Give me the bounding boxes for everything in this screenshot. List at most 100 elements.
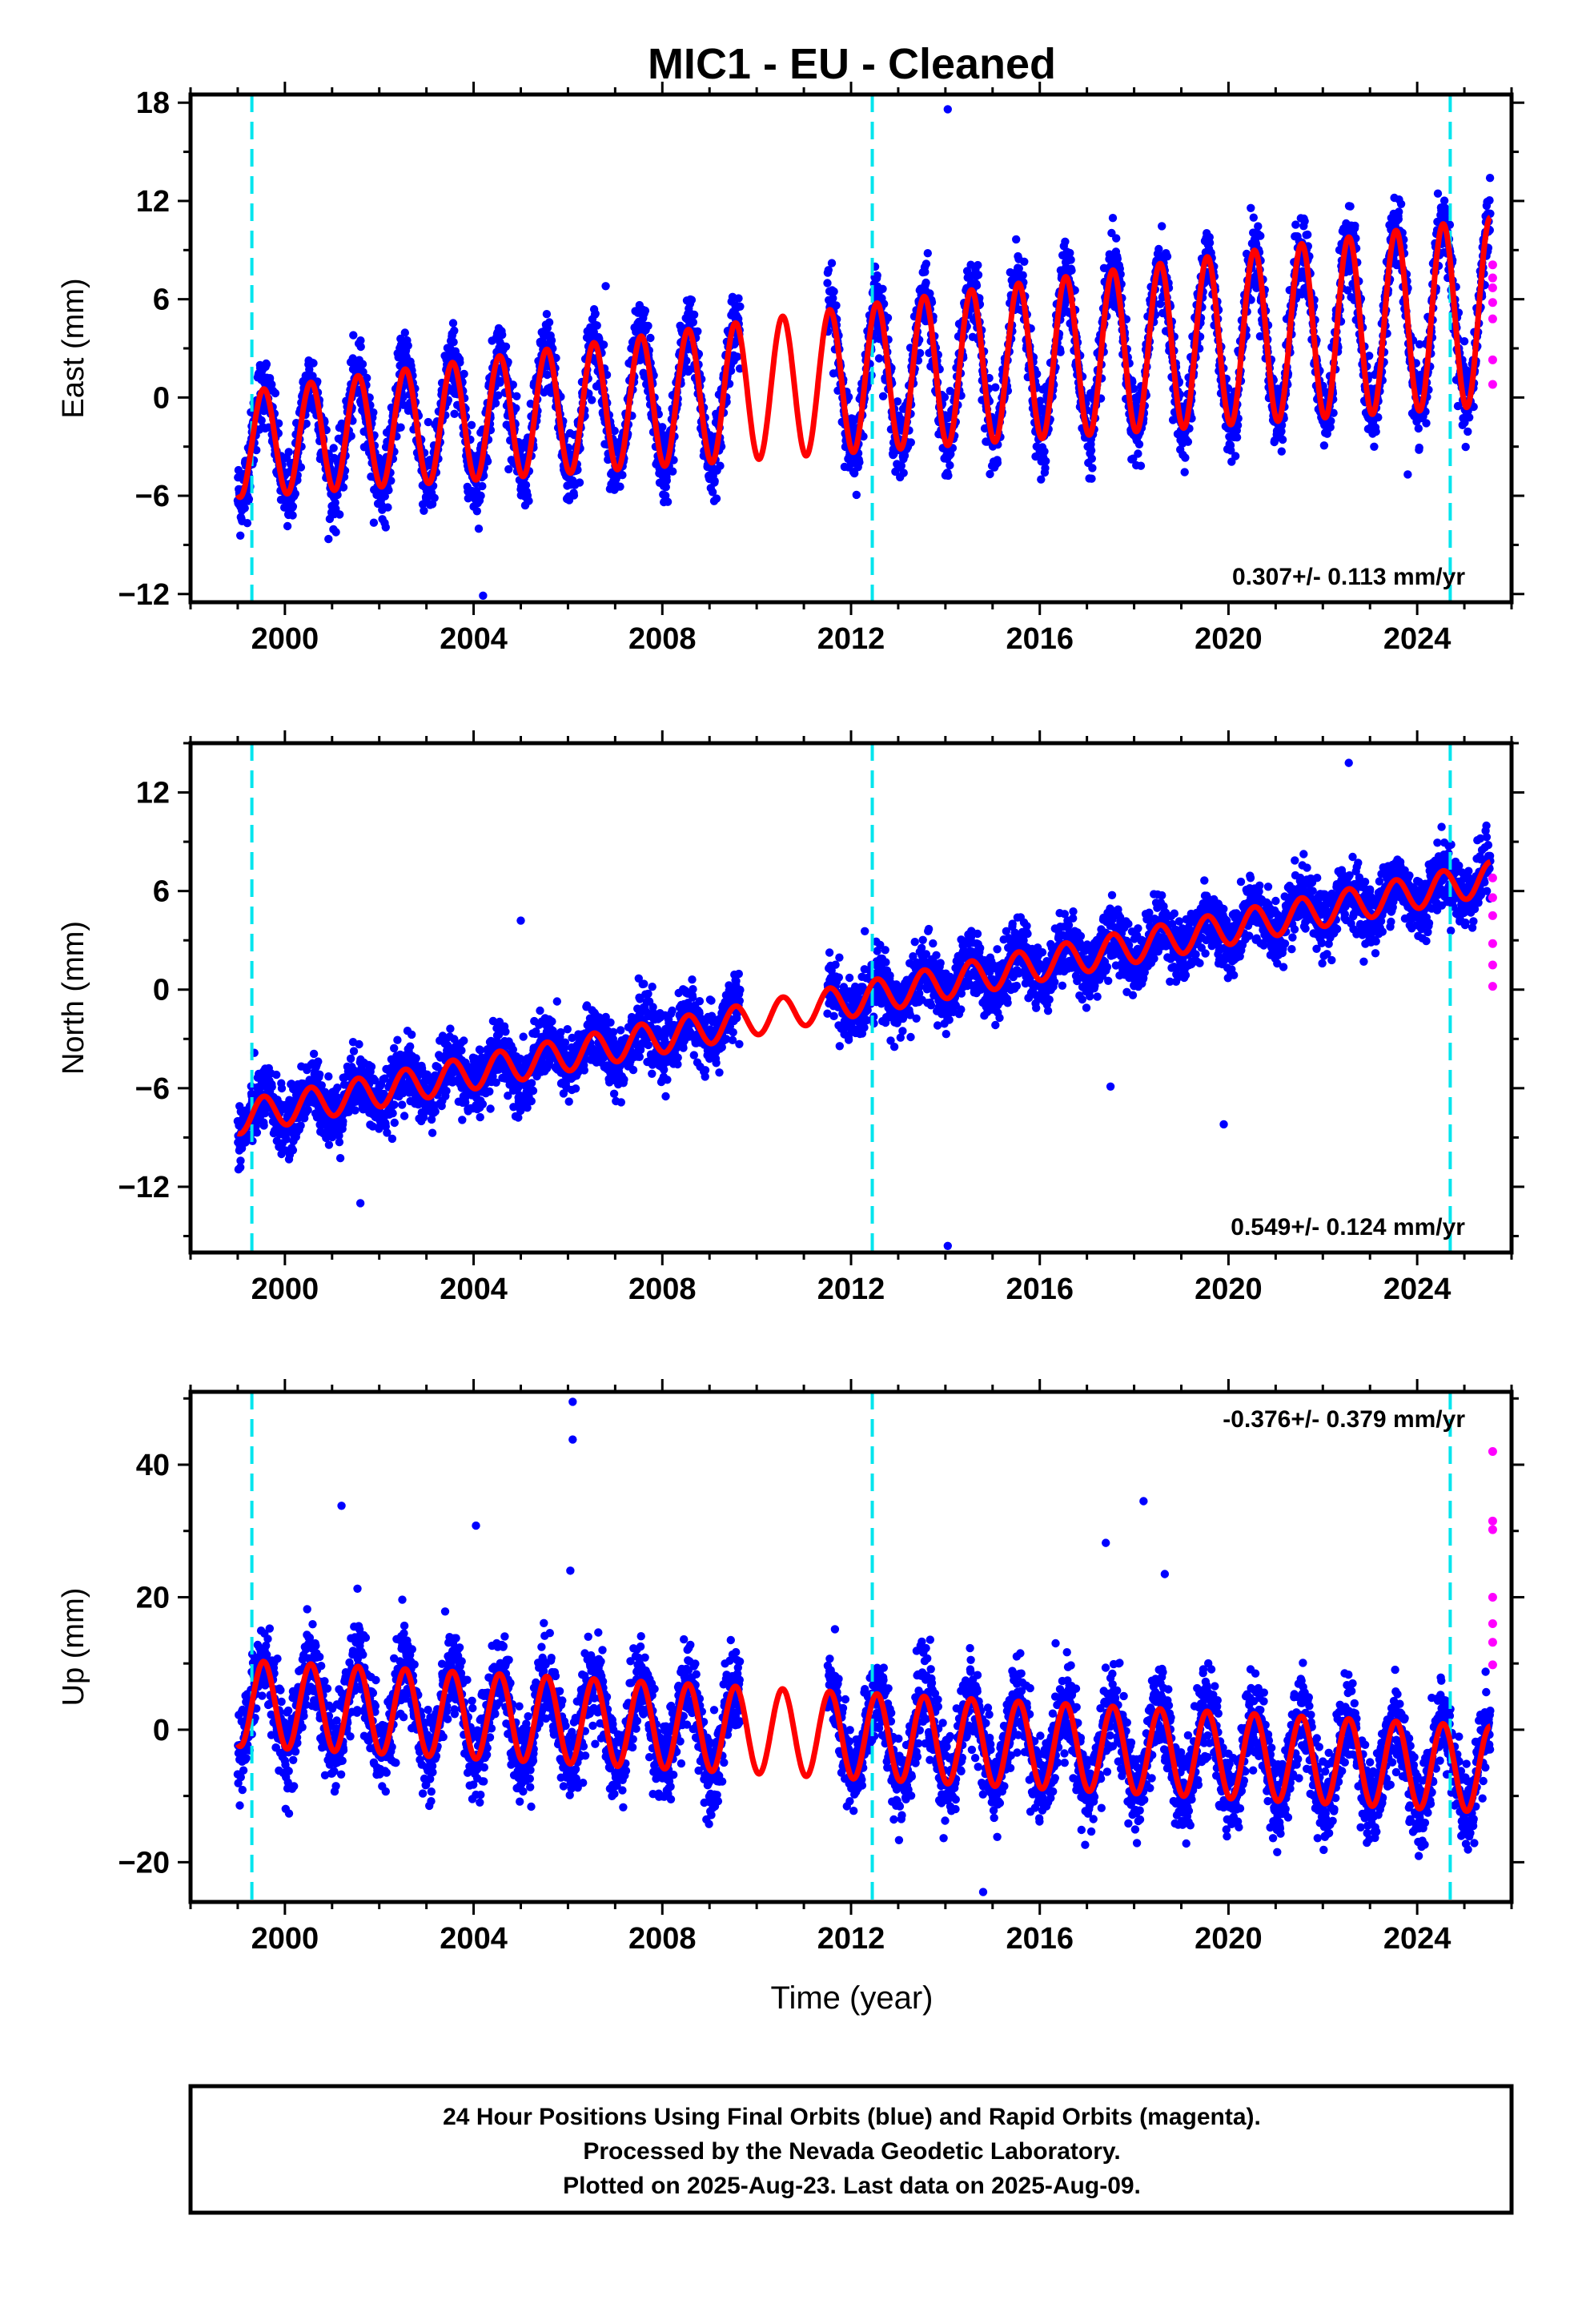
final-point bbox=[383, 503, 392, 512]
final-point bbox=[1154, 244, 1163, 254]
final-point bbox=[599, 340, 608, 349]
final-point bbox=[284, 448, 293, 456]
final-point bbox=[504, 464, 513, 474]
final-point bbox=[369, 518, 379, 527]
final-point bbox=[832, 301, 841, 310]
final-point bbox=[899, 468, 908, 477]
final-point bbox=[356, 336, 365, 345]
final-point bbox=[288, 502, 298, 511]
final-point bbox=[610, 426, 619, 436]
final-point bbox=[271, 388, 280, 398]
final-point bbox=[277, 1084, 287, 1093]
plot-area bbox=[233, 743, 1497, 1252]
final-point bbox=[335, 510, 344, 519]
final-point bbox=[1134, 449, 1142, 458]
final-point bbox=[1020, 257, 1029, 266]
final-point bbox=[524, 497, 533, 505]
final-point bbox=[324, 1140, 334, 1149]
final-point bbox=[404, 341, 412, 350]
y-tick-label: 0 bbox=[153, 381, 170, 415]
x-tick-label: 2000 bbox=[251, 622, 319, 656]
final-point bbox=[1346, 202, 1355, 211]
final-point bbox=[1162, 252, 1172, 261]
final-point bbox=[252, 445, 261, 455]
final-point bbox=[288, 511, 297, 520]
outlier-point bbox=[1403, 470, 1412, 479]
final-point bbox=[974, 271, 983, 279]
final-point bbox=[1183, 437, 1193, 446]
final-point bbox=[663, 497, 673, 506]
final-point bbox=[331, 498, 339, 507]
final-point bbox=[827, 259, 837, 267]
rapid-point bbox=[1488, 283, 1497, 292]
rapid-point bbox=[1488, 355, 1497, 364]
final-point bbox=[991, 383, 1000, 392]
final-point bbox=[380, 492, 389, 501]
final-point bbox=[993, 458, 1002, 468]
final-point bbox=[1278, 435, 1287, 444]
final-point bbox=[381, 523, 390, 532]
final-point bbox=[1066, 255, 1075, 264]
final-point bbox=[712, 494, 721, 503]
rapid-point bbox=[1488, 273, 1497, 283]
final-point bbox=[1040, 447, 1049, 456]
final-point bbox=[547, 336, 556, 345]
final-point bbox=[347, 432, 355, 440]
final-point bbox=[498, 330, 507, 340]
final-point bbox=[687, 296, 697, 304]
final-point bbox=[873, 271, 881, 280]
final-point bbox=[262, 360, 271, 369]
final-point bbox=[661, 491, 670, 501]
final-point bbox=[646, 333, 655, 343]
final-point bbox=[923, 249, 933, 258]
final-point bbox=[1018, 271, 1027, 279]
final-point bbox=[1465, 413, 1474, 422]
final-point bbox=[921, 259, 931, 268]
final-point bbox=[1319, 441, 1329, 450]
final-point bbox=[661, 483, 670, 492]
final-point bbox=[1042, 456, 1050, 465]
y-tick-label: −6 bbox=[135, 480, 170, 513]
final-point bbox=[689, 310, 699, 320]
final-point bbox=[1108, 214, 1118, 223]
final-orbit-points bbox=[233, 105, 1495, 601]
final-point bbox=[309, 359, 318, 368]
final-point bbox=[1254, 222, 1263, 231]
y-axis-label: East (mm) bbox=[57, 278, 90, 418]
final-point bbox=[640, 306, 650, 316]
final-point bbox=[1461, 442, 1470, 452]
final-point bbox=[874, 354, 884, 363]
final-point bbox=[450, 326, 459, 336]
final-point bbox=[710, 476, 719, 485]
final-point bbox=[1485, 196, 1494, 205]
final-point bbox=[339, 483, 348, 492]
final-point bbox=[944, 471, 953, 480]
final-point bbox=[1180, 468, 1189, 476]
final-point bbox=[369, 408, 378, 417]
outlier-point bbox=[943, 105, 953, 114]
y-tick-label: 6 bbox=[153, 283, 170, 317]
final-point bbox=[921, 278, 930, 287]
final-point bbox=[669, 467, 677, 476]
north-panel: 2000 2004 2008 2012 2016 2020 2024−12−60612Nor… bbox=[57, 730, 1524, 1306]
final-point bbox=[1181, 453, 1190, 462]
final-point bbox=[1087, 474, 1096, 483]
final-point bbox=[315, 1070, 324, 1080]
rate-label: 0.307+/- 0.113 mm/yr bbox=[1232, 564, 1465, 590]
rapid-point bbox=[1488, 380, 1497, 389]
final-point bbox=[542, 310, 552, 319]
rapid-orbit-points bbox=[1488, 260, 1497, 389]
final-point bbox=[349, 331, 358, 340]
final-point bbox=[1136, 461, 1146, 470]
final-point bbox=[1205, 239, 1215, 247]
final-point bbox=[252, 1128, 262, 1137]
x-tick-label: 2004 bbox=[440, 622, 508, 656]
final-point bbox=[1256, 231, 1265, 240]
final-point bbox=[274, 419, 283, 428]
final-point bbox=[1112, 234, 1121, 243]
final-point bbox=[829, 287, 838, 296]
final-point bbox=[1088, 464, 1097, 472]
final-point bbox=[324, 534, 333, 544]
chart-title: MIC1 - EU - Cleaned bbox=[648, 40, 1056, 88]
final-point bbox=[1067, 266, 1076, 275]
